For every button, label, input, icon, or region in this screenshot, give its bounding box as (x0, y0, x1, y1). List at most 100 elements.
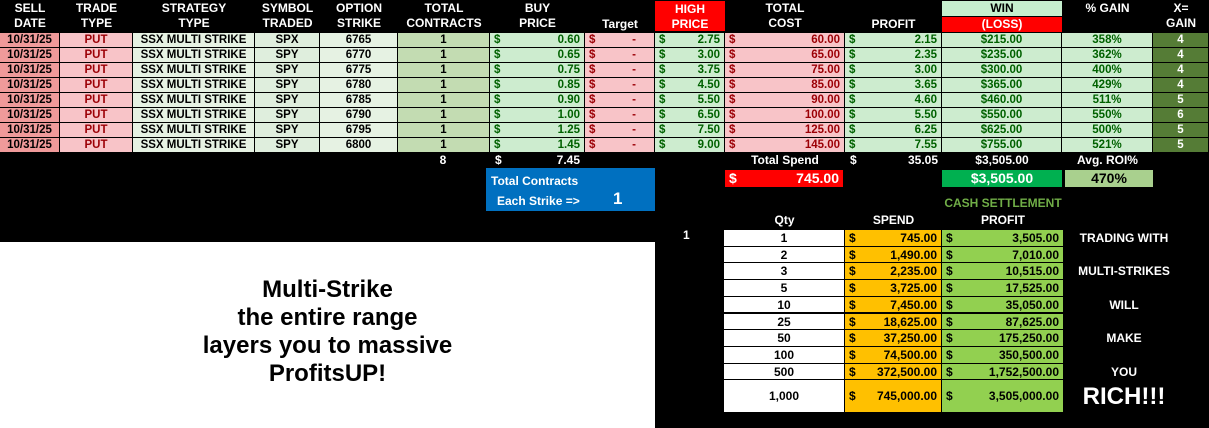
header-win: WIN (LOSS) (942, 0, 1062, 32)
symbol-cell: SPX (255, 33, 320, 47)
symbol-cell: SPY (255, 78, 320, 92)
slogan-text: WILL (1109, 297, 1139, 312)
total-contracts-box: Total Contracts Each Strike => 1 (486, 168, 655, 211)
buy-price-cell: $0.65 (490, 48, 585, 62)
total-cost-cell: $145.00 (725, 138, 845, 152)
profit-cell: $3.00 (845, 63, 942, 77)
qty-cell: 500 (724, 363, 845, 381)
option-strike-cell: 6780 (320, 78, 398, 92)
high-price-cell: $2.75 (655, 33, 725, 47)
table-row: 10/31/25 PUT SSX MULTI STRIKE SPY 6795 1 $1.25… (0, 123, 1209, 138)
contracts-cell: 1 (398, 93, 490, 107)
strategy-type-cell: SSX MULTI STRIKE (133, 33, 255, 47)
qty-header: Qty (774, 213, 795, 227)
x-gain-cell: 5 (1153, 123, 1209, 137)
strategy-type-cell: SSX MULTI STRIKE (133, 48, 255, 62)
total-cost-cell: $65.00 (725, 48, 845, 62)
high-price-cell: $5.50 (655, 93, 725, 107)
contracts-cell: 1 (398, 33, 490, 47)
buy-price-cell: $1.00 (490, 108, 585, 122)
x-gain-cell: 4 (1153, 48, 1209, 62)
option-strike-cell: 6790 (320, 108, 398, 122)
x-gain-cell: 5 (1153, 93, 1209, 107)
qty-cell: 25 (724, 313, 845, 331)
symbol-cell: SPY (255, 93, 320, 107)
strategy-type-cell: SSX MULTI STRIKE (133, 78, 255, 92)
sell-date-cell: 10/31/25 (0, 93, 60, 107)
header-contracts: TOTAL CONTRACTS (406, 1, 482, 30)
qty-cell: 3 (724, 263, 845, 281)
win-loss-cell: $365.00 (942, 78, 1062, 92)
spend-cell: $745,000.00 (845, 380, 942, 414)
target-cell: $ - (585, 108, 655, 122)
trade-type-cell: PUT (60, 108, 133, 122)
total-cost-cell: $60.00 (725, 33, 845, 47)
each-strike-value[interactable]: 1 (613, 189, 623, 208)
win-loss-cell: $235.00 (942, 48, 1062, 62)
symbol-cell: SPY (255, 108, 320, 122)
promo-line: Multi-Strike (262, 276, 393, 303)
high-price-cell: $4.50 (655, 78, 725, 92)
high-price-cell: $7.50 (655, 123, 725, 137)
header-cost: TOTAL COST (765, 1, 805, 30)
table-row: 10/31/25 PUT SSX MULTI STRIKE SPX 6765 1 $0.60… (0, 33, 1209, 48)
option-strike-cell: 6770 (320, 48, 398, 62)
spend-cell: $745.00 (845, 230, 942, 247)
avg-roi-label: Avg. ROI% (1077, 153, 1138, 167)
buy-price-cell: $1.25 (490, 123, 585, 137)
strategy-type-cell: SSX MULTI STRIKE (133, 63, 255, 77)
contracts-cell: 1 (398, 63, 490, 77)
table-row: 10/31/25 PUT SSX MULTI STRIKE SPY 6775 1 $0.75… (0, 63, 1209, 78)
spend-cell: $372,500.00 (845, 363, 942, 381)
contracts-cell: 1 (398, 138, 490, 152)
total-spend-box: $745.00 (725, 170, 843, 187)
sell-date-cell: 10/31/25 (0, 78, 60, 92)
profit-cell: $2.15 (845, 33, 942, 47)
sell-date-cell: 10/31/25 (0, 108, 60, 122)
trade-type-cell: PUT (60, 33, 133, 47)
total-spend-label: Total Spend (751, 153, 819, 167)
gain-pct-cell: 429% (1062, 78, 1153, 92)
trade-type-cell: PUT (60, 138, 133, 152)
gain-pct-cell: 358% (1062, 33, 1153, 47)
gain-pct-cell: 362% (1062, 48, 1153, 62)
target-cell: $ - (585, 63, 655, 77)
strategy-type-cell: SSX MULTI STRIKE (133, 138, 255, 152)
header-gain-pct: % GAIN (1085, 1, 1130, 15)
header-profit: PROFIT (871, 17, 916, 31)
header-trade-type: TRADE TYPE (75, 1, 118, 30)
spend-cell: $74,500.00 (845, 346, 942, 364)
loss-label: (LOSS) (942, 17, 1062, 32)
total-profit-currency: $ (850, 153, 857, 167)
table-row: 10/31/25 PUT SSX MULTI STRIKE SPY 6770 1 $0.65… (0, 48, 1209, 63)
total-win: $3,505.00 (975, 153, 1029, 167)
win-loss-cell: $625.00 (942, 123, 1062, 137)
promo-box: Multi-Strike the entire range layers you… (0, 242, 655, 428)
symbol-cell: SPY (255, 63, 320, 77)
total-buy: 7.45 (556, 153, 580, 167)
buy-price-cell: $1.45 (490, 138, 585, 152)
promo-line: ProfitsUP! (268, 360, 387, 387)
total-buy-currency: $ (495, 153, 502, 167)
gain-pct-cell: 400% (1062, 63, 1153, 77)
win-loss-cell: $300.00 (942, 63, 1062, 77)
header-strategy: STRATEGY TYPE (161, 1, 227, 30)
contracts-cell: 1 (398, 123, 490, 137)
qty-cell: 1 (724, 230, 845, 247)
qty-cell: 5 (724, 280, 845, 297)
symbol-cell: SPY (255, 48, 320, 62)
header-buy: BUY PRICE (519, 1, 556, 30)
spend-header: SPEND (872, 213, 915, 227)
spend-cell: $18,625.00 (845, 313, 942, 331)
slogan-text: RICH!!! (1082, 383, 1166, 411)
target-cell: $ - (585, 78, 655, 92)
table-row: 10/31/25 PUT SSX MULTI STRIKE SPY 6780 1 $0.85… (0, 78, 1209, 93)
strategy-type-cell: SSX MULTI STRIKE (133, 93, 255, 107)
contracts-cell: 1 (398, 78, 490, 92)
spend-cell: $1,490.00 (845, 246, 942, 264)
spend-cell: $2,235.00 (845, 263, 942, 281)
strategy-type-cell: SSX MULTI STRIKE (133, 108, 255, 122)
cash-settlement-title: CASH SETTLEMENT (944, 196, 1062, 210)
profit-cell: $4.60 (845, 93, 942, 107)
profit-cell: $7.55 (845, 138, 942, 152)
